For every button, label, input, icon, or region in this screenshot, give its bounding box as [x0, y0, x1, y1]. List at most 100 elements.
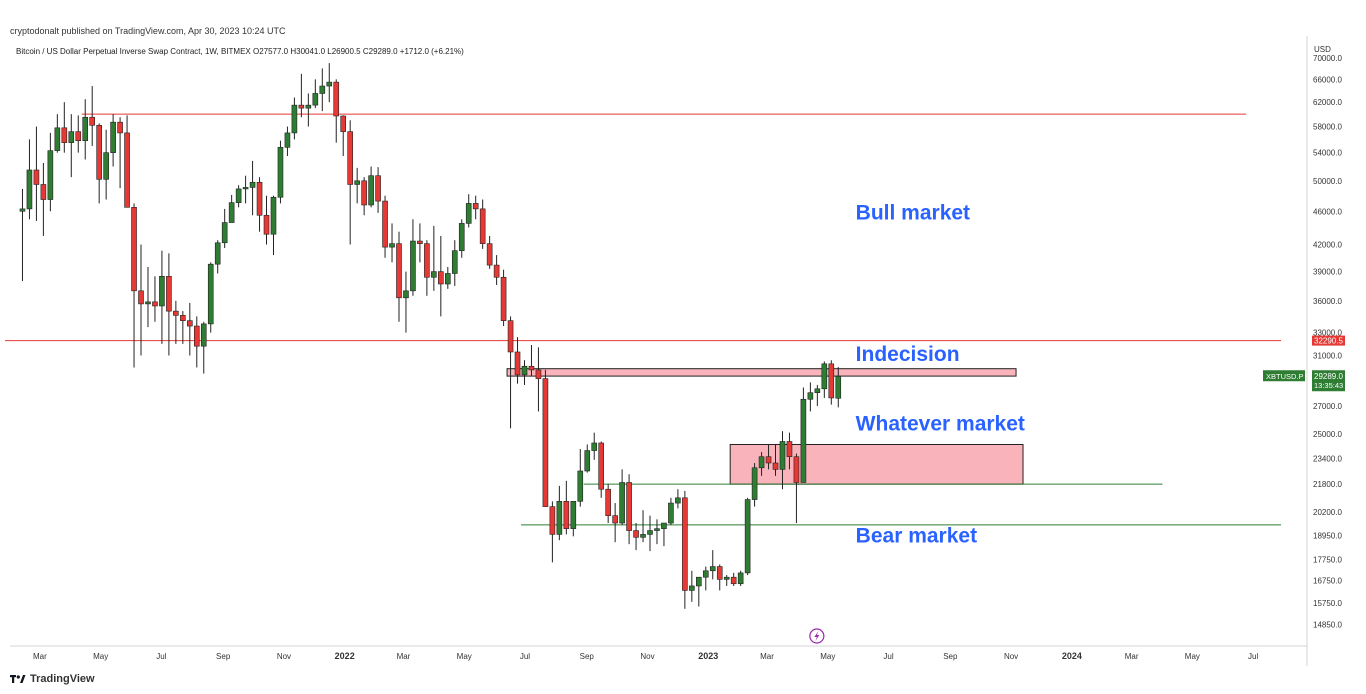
y-tick-label: 70000.0	[1313, 54, 1342, 63]
candle-body	[605, 488, 611, 516]
candle-body	[270, 196, 277, 235]
candle-body	[549, 506, 556, 535]
y-tick-label: 33000.0	[1313, 329, 1342, 338]
candle-body	[828, 363, 835, 399]
candle-body	[626, 482, 632, 531]
candle-body	[312, 93, 319, 106]
candle-body	[26, 169, 33, 210]
candle-body	[284, 132, 291, 148]
candle-body	[612, 515, 618, 524]
candle-body	[200, 323, 207, 347]
candle-body	[54, 127, 61, 151]
candle-body	[472, 203, 479, 210]
x-tick-label: May	[1185, 652, 1200, 661]
x-tick-label: Mar	[760, 652, 774, 661]
x-tick-label: Mar	[397, 652, 411, 661]
candle-body	[403, 290, 409, 299]
x-tick-label: Jul	[520, 652, 530, 661]
candle-body	[598, 442, 604, 490]
candle-body	[89, 116, 95, 126]
bar-countdown-label: 13:35:43	[1314, 381, 1343, 390]
y-tick-label: 14850.0	[1313, 620, 1342, 629]
candle-body	[807, 392, 814, 400]
candle-body	[556, 501, 563, 535]
candle-body	[159, 276, 165, 307]
candle-body	[242, 187, 249, 190]
candle-body	[591, 442, 598, 451]
candle-body	[235, 188, 242, 203]
supply-zone	[729, 443, 1024, 485]
candle-body	[396, 243, 402, 299]
candle-body	[347, 131, 353, 185]
candle-body	[696, 576, 702, 587]
candle-body	[647, 530, 653, 535]
candle-body	[368, 175, 374, 206]
candle-body	[389, 243, 395, 248]
candle-body	[19, 208, 26, 212]
y-tick-label: 15750.0	[1313, 599, 1342, 608]
candle-body	[737, 572, 744, 585]
x-tick-label: Nov	[1004, 652, 1018, 661]
y-tick-label: 23400.0	[1313, 454, 1342, 463]
candle-body	[730, 576, 737, 585]
candle-body	[424, 243, 430, 278]
supply-zone	[506, 368, 1017, 377]
candle-body	[507, 320, 514, 353]
candle-body	[256, 181, 263, 216]
y-tick-label: 20200.0	[1313, 508, 1342, 517]
candle-body	[584, 450, 591, 472]
candle-body	[103, 152, 109, 180]
candle-body	[445, 273, 451, 285]
candle-body	[124, 132, 130, 208]
candle-body	[96, 124, 102, 180]
candle-body	[193, 325, 200, 347]
x-tick-label: 2024	[1062, 651, 1082, 661]
candle-body	[779, 441, 786, 470]
y-tick-label: 27000.0	[1313, 402, 1342, 411]
candle-body	[451, 250, 458, 274]
candle-body	[500, 276, 507, 321]
candle-body	[75, 131, 82, 141]
candle-body	[772, 462, 779, 470]
x-tick-label: Jul	[1248, 652, 1258, 661]
x-tick-label: Nov	[640, 652, 654, 661]
x-tick-label: 2023	[698, 651, 718, 661]
y-tick-label: 17750.0	[1313, 555, 1342, 564]
annotation-label: Indecision	[856, 343, 960, 366]
y-tick-label: 31000.0	[1313, 351, 1342, 360]
candle-body	[152, 301, 158, 307]
publisher-line: cryptodonalt published on TradingView.co…	[10, 26, 286, 36]
candle-body	[138, 290, 144, 305]
currency-label: USD	[1314, 45, 1331, 54]
candle-body	[668, 502, 674, 524]
y-tick-label: 18950.0	[1313, 531, 1342, 540]
candle-body	[514, 351, 521, 376]
symbol-tag	[1263, 370, 1305, 382]
candle-body	[438, 271, 444, 285]
candle-body	[535, 369, 542, 379]
candle-body	[33, 169, 40, 185]
candle-body	[110, 121, 116, 153]
x-tick-label: May	[457, 652, 472, 661]
candle-body	[354, 180, 360, 185]
candle-body	[382, 200, 388, 248]
candle-body	[173, 310, 179, 316]
level-price-tag	[1312, 335, 1345, 346]
candle-body	[563, 501, 570, 529]
candle-body	[277, 146, 284, 198]
candle-body	[675, 497, 681, 504]
candle-body	[465, 203, 472, 224]
candle-body	[40, 184, 47, 200]
candle-body	[800, 398, 807, 483]
tradingview-logo-icon	[10, 675, 26, 683]
x-tick-label: Nov	[277, 652, 291, 661]
y-tick-label: 66000.0	[1313, 75, 1342, 84]
x-tick-label: 2022	[335, 651, 355, 661]
candle-body	[131, 207, 137, 292]
x-tick-label: Sep	[216, 652, 231, 661]
y-tick-label: 54000.0	[1313, 149, 1342, 158]
x-tick-label: Mar	[33, 652, 47, 661]
candle-body	[744, 499, 751, 574]
candle-body	[758, 456, 765, 469]
